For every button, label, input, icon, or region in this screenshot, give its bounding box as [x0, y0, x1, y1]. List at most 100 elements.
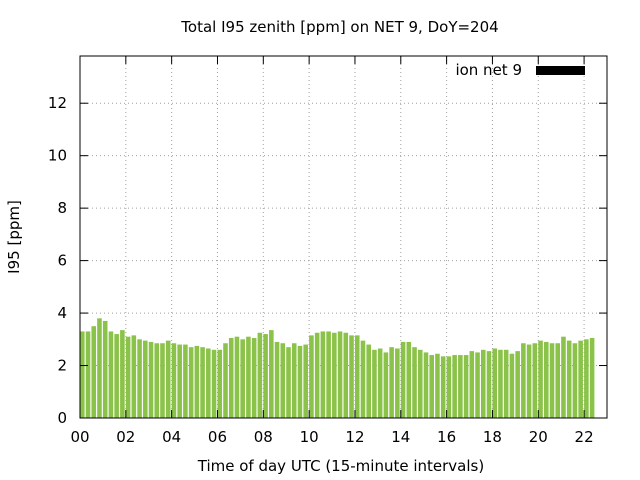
- x-tick-label: 14: [391, 428, 410, 446]
- x-tick-label: 10: [300, 428, 319, 446]
- bar: [538, 340, 543, 418]
- x-tick-label: 22: [575, 428, 594, 446]
- bar: [251, 337, 257, 418]
- x-tick-label: 00: [70, 428, 89, 446]
- x-tick-label: 04: [162, 428, 181, 446]
- bar: [165, 340, 171, 418]
- bar: [297, 345, 303, 418]
- bar: [188, 347, 194, 418]
- bar: [171, 343, 177, 418]
- x-tick-label: 18: [483, 428, 502, 446]
- legend-swatch: [536, 66, 585, 75]
- x-axis-ticks: 00 02 04 06 08 10 12 14 16 18 20 22: [70, 56, 594, 446]
- bar: [217, 349, 223, 418]
- bar: [429, 355, 435, 418]
- bar: [91, 326, 97, 418]
- bar: [309, 335, 314, 418]
- bar: [480, 349, 486, 418]
- bar: [377, 348, 383, 418]
- y-tick-label: 12: [48, 94, 67, 112]
- bar: [108, 331, 114, 418]
- y-axis-label: I95 [ppm]: [5, 200, 23, 274]
- y-axis-ticks: 0 2 4 6 8 10 12: [48, 94, 607, 427]
- bar: [286, 347, 291, 418]
- bar: [532, 343, 538, 418]
- bar: [446, 356, 452, 418]
- bar: [549, 343, 555, 418]
- legend-label: ion net 9: [455, 61, 522, 79]
- bar: [452, 355, 457, 418]
- x-axis-label: Time of day UTC (15-minute intervals): [197, 457, 484, 475]
- bar: [160, 343, 165, 418]
- x-tick-label: 02: [116, 428, 135, 446]
- bar: [526, 344, 532, 418]
- bar: [458, 355, 463, 418]
- bar: [435, 353, 440, 418]
- bar: [578, 340, 583, 418]
- bar: [211, 349, 217, 418]
- bar: [148, 341, 154, 418]
- bar: [303, 344, 308, 418]
- bar: [469, 351, 475, 418]
- bar: [291, 343, 297, 418]
- bar: [561, 336, 566, 418]
- bar: [97, 318, 102, 418]
- bar: [80, 331, 85, 418]
- bar: [566, 340, 572, 418]
- bar: [383, 352, 389, 418]
- bar: [269, 330, 274, 418]
- bar: [572, 343, 578, 418]
- bar: [521, 343, 526, 418]
- x-tick-label: 12: [345, 428, 364, 446]
- y-tick-label: 6: [57, 252, 67, 270]
- bar: [85, 331, 91, 418]
- bar: [475, 352, 480, 418]
- bar: [314, 332, 320, 418]
- bar: [337, 331, 343, 418]
- y-tick-label: 2: [57, 357, 67, 375]
- bar: [263, 334, 268, 418]
- bar: [372, 349, 377, 418]
- bar: [503, 349, 509, 418]
- bar: [137, 339, 142, 418]
- bar: [584, 339, 589, 418]
- bar: [177, 344, 182, 418]
- x-tick-label: 06: [208, 428, 227, 446]
- bar: [234, 336, 240, 418]
- bar: [183, 344, 188, 418]
- bar: [240, 339, 245, 418]
- bar: [515, 351, 520, 418]
- bar: [206, 348, 211, 418]
- grid-lines: [80, 56, 607, 418]
- bar: [349, 335, 354, 418]
- bar: [423, 352, 429, 418]
- bar: [154, 343, 160, 418]
- bar: [406, 341, 412, 418]
- bar: [389, 347, 394, 418]
- bar: [555, 343, 561, 418]
- bar: [223, 343, 228, 418]
- bar: [543, 341, 549, 418]
- bar: [498, 349, 503, 418]
- bar: [400, 341, 406, 418]
- bar: [332, 332, 337, 418]
- bar: [486, 351, 492, 418]
- bars: [80, 318, 595, 418]
- bar: [194, 345, 200, 418]
- x-tick-label: 08: [254, 428, 273, 446]
- x-tick-label: 16: [437, 428, 456, 446]
- bar: [280, 343, 286, 418]
- plot-area-border: [79, 55, 608, 419]
- bar: [320, 331, 326, 418]
- y-tick-label: 4: [57, 304, 67, 322]
- bar: [440, 356, 446, 418]
- bar: [131, 335, 137, 418]
- bar: [246, 336, 251, 418]
- bar: [125, 336, 131, 418]
- bar: [120, 330, 125, 418]
- chart-title: Total I95 zenith [ppm] on NET 9, DoY=204: [180, 18, 498, 36]
- bar: [395, 348, 400, 418]
- bar: [589, 337, 595, 418]
- bar: [200, 347, 205, 418]
